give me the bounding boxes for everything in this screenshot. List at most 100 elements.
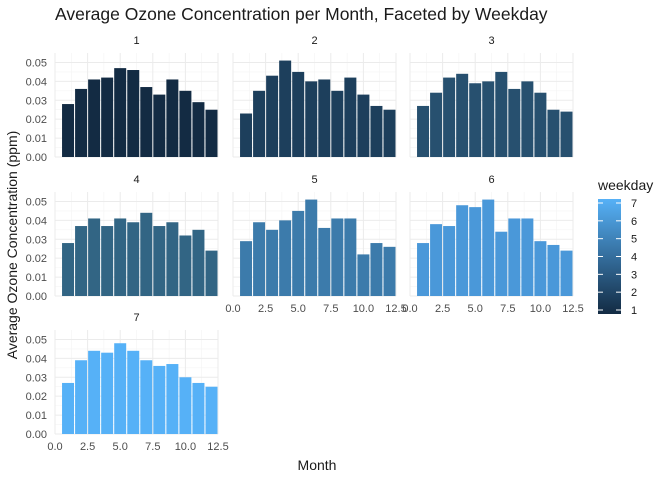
bar <box>560 111 573 157</box>
y-tick-label: 0.02 <box>26 114 47 126</box>
bar <box>344 218 357 296</box>
facet-strip-label: 2 <box>311 35 317 47</box>
y-tick-label: 0.03 <box>26 372 47 384</box>
chart-title: Average Ozone Concentration per Month, F… <box>55 4 548 24</box>
x-tick-label: 2.5 <box>80 441 95 453</box>
bar <box>153 94 166 157</box>
y-tick-label: 0.00 <box>26 291 47 303</box>
facet-strip-label: 5 <box>311 174 317 186</box>
facet-panel-4: 4 0.00 0.01 0.02 0.03 0.04 0.05 <box>26 174 219 303</box>
bar <box>357 94 370 157</box>
bar <box>179 377 192 434</box>
bar <box>266 75 279 157</box>
facet-strip-label: 4 <box>133 174 139 186</box>
bar <box>469 207 482 296</box>
facet-panel-5: 5 0.0 2.5 5.0 7.5 10.0 12.5 <box>225 174 406 315</box>
x-tick-label: 5.0 <box>113 441 128 453</box>
bar <box>443 226 456 296</box>
bar <box>179 235 192 296</box>
bar <box>292 210 305 296</box>
y-tick-label: 0.01 <box>26 133 47 145</box>
bar <box>114 68 127 157</box>
y-tick-label: 0.04 <box>26 76 47 88</box>
bar <box>240 113 253 157</box>
y-tick-label: 0.02 <box>26 253 47 265</box>
bar <box>153 365 166 434</box>
legend-label: 6 <box>631 216 637 228</box>
x-tick-label: 12.5 <box>207 441 228 453</box>
bar <box>75 226 88 296</box>
bar <box>88 218 101 296</box>
bar <box>127 70 140 157</box>
y-tick-label: 0.02 <box>26 391 47 403</box>
facet-strip-label: 7 <box>133 312 139 324</box>
facet-strip-label: 6 <box>488 174 494 186</box>
bar <box>279 220 292 296</box>
bar <box>482 81 495 157</box>
bar <box>253 90 266 157</box>
bar <box>205 109 218 157</box>
bar <box>344 77 357 157</box>
bar <box>305 81 318 157</box>
bar <box>266 229 279 296</box>
bar <box>140 212 153 296</box>
x-tick-label: 10.0 <box>353 303 374 315</box>
bar <box>318 79 331 157</box>
bar <box>456 73 469 157</box>
bar <box>62 243 75 296</box>
x-tick-label: 0.0 <box>402 303 417 315</box>
bar <box>331 90 344 157</box>
x-tick-label: 2.5 <box>435 303 450 315</box>
bar <box>318 227 331 296</box>
bar <box>534 92 547 157</box>
y-tick-label: 0.00 <box>26 152 47 164</box>
bar <box>101 77 114 157</box>
bar <box>153 226 166 296</box>
bar <box>495 71 508 157</box>
x-tick-label: 7.5 <box>145 441 160 453</box>
y-tick-label: 0.01 <box>26 410 47 422</box>
bar <box>192 229 205 296</box>
x-tick-label: 5.0 <box>468 303 483 315</box>
bar <box>62 382 75 434</box>
bar <box>417 243 430 296</box>
y-axis-title: Average Ozone Concentration (ppm) <box>4 131 20 360</box>
facet-panel-3: 3 <box>409 35 574 158</box>
facet-strip-label: 1 <box>133 35 139 47</box>
bar <box>75 88 88 157</box>
bar <box>482 199 495 296</box>
facet-strip-label: 3 <box>488 35 494 47</box>
bar <box>292 71 305 157</box>
bar <box>547 109 560 157</box>
bar <box>508 218 521 296</box>
bar <box>279 60 292 157</box>
bar <box>88 350 101 434</box>
bar <box>101 352 114 434</box>
facet-panels: 10.000.010.020.030.040.052 340.000.010.02… <box>26 35 584 453</box>
y-tick-label: 0.05 <box>26 196 47 208</box>
legend-title: weekday <box>597 177 653 193</box>
bar <box>547 244 560 296</box>
legend-label: 5 <box>631 234 637 246</box>
facet-panel-2: 2 <box>232 35 397 158</box>
bar <box>417 105 430 157</box>
x-axis-title: Month <box>298 457 337 473</box>
x-tick-label: 12.5 <box>385 303 406 315</box>
bar <box>370 243 383 296</box>
y-tick-label: 0.04 <box>26 215 47 227</box>
x-tick-label: 2.5 <box>258 303 273 315</box>
bar <box>495 231 508 296</box>
x-tick-label: 5.0 <box>291 303 306 315</box>
x-tick-label: 0.0 <box>47 441 62 453</box>
x-tick-label: 10.0 <box>175 441 196 453</box>
y-tick-label: 0.05 <box>26 334 47 346</box>
bar <box>456 205 469 296</box>
bar <box>114 343 127 434</box>
bar <box>305 199 318 296</box>
x-tick-label: 7.5 <box>500 303 515 315</box>
x-tick-label: 0.0 <box>225 303 240 315</box>
legend-label: 7 <box>631 198 637 210</box>
bar <box>534 241 547 296</box>
y-tick-label: 0.00 <box>26 429 47 441</box>
